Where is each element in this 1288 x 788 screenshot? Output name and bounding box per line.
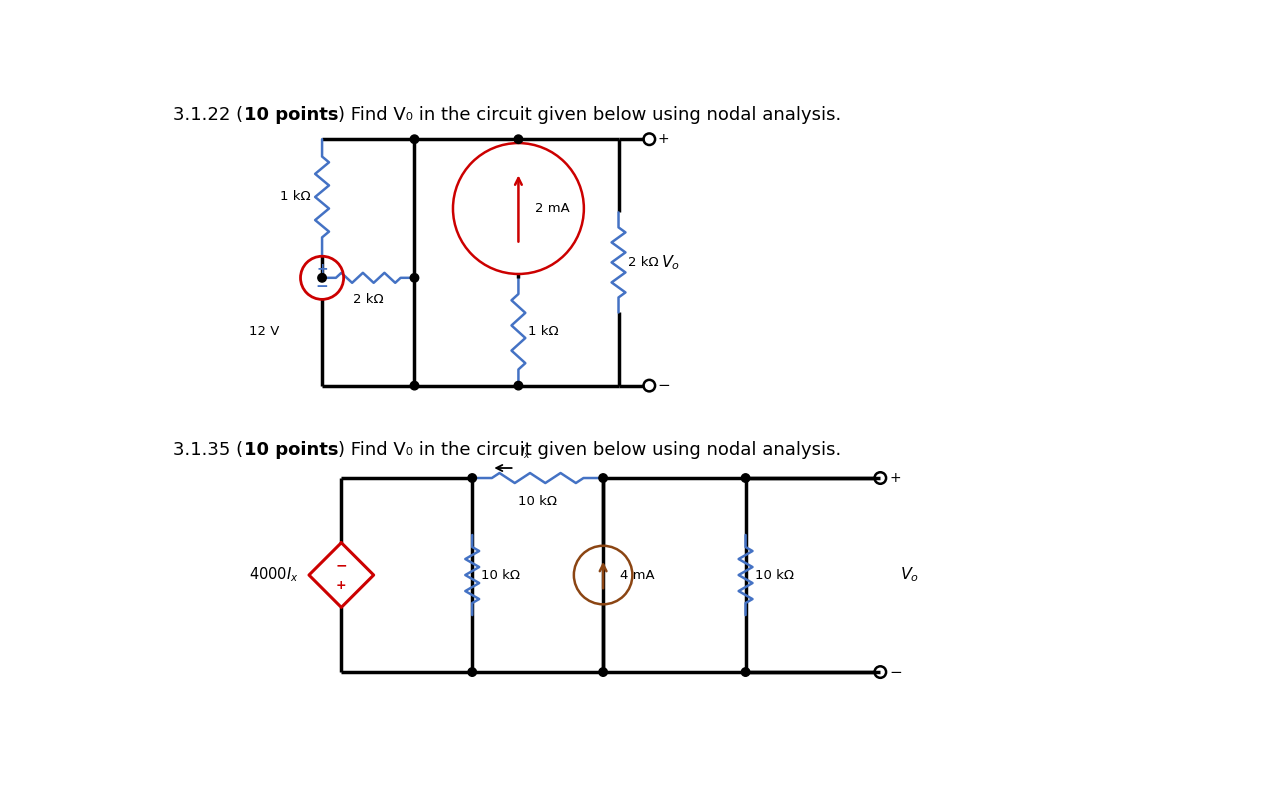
Text: −: −	[657, 378, 670, 393]
Text: $V_o$: $V_o$	[661, 253, 680, 272]
Circle shape	[514, 135, 523, 143]
Text: 10 kΩ: 10 kΩ	[518, 495, 558, 508]
Text: 10 kΩ: 10 kΩ	[482, 568, 520, 582]
Circle shape	[411, 135, 419, 143]
Text: ) Find V₀ in the circuit given below using nodal analysis.: ) Find V₀ in the circuit given below usi…	[337, 106, 841, 124]
Text: 2 mA: 2 mA	[536, 202, 571, 215]
Circle shape	[599, 474, 608, 482]
Text: 4000$I_x$: 4000$I_x$	[250, 566, 299, 585]
Text: +: +	[657, 132, 668, 147]
Text: 1 kΩ: 1 kΩ	[528, 325, 558, 338]
Text: $V_o$: $V_o$	[899, 566, 918, 585]
Text: −: −	[335, 558, 348, 572]
Text: $I_x$: $I_x$	[520, 446, 532, 461]
Text: 10 kΩ: 10 kΩ	[755, 568, 793, 582]
Circle shape	[468, 667, 477, 676]
Text: 2 kΩ: 2 kΩ	[353, 293, 384, 307]
Circle shape	[411, 381, 419, 390]
Text: +: +	[890, 471, 902, 485]
Text: −: −	[890, 664, 903, 679]
Circle shape	[318, 273, 326, 282]
Text: 4 mA: 4 mA	[620, 568, 654, 582]
Circle shape	[468, 474, 477, 482]
Text: 3.1.22 (: 3.1.22 (	[174, 106, 243, 124]
Text: +: +	[317, 262, 328, 276]
Text: 1 kΩ: 1 kΩ	[279, 191, 310, 203]
Text: 10 points: 10 points	[243, 440, 337, 459]
Text: −: −	[316, 280, 328, 295]
Text: 3.1.35 (: 3.1.35 (	[174, 440, 243, 459]
Text: +: +	[336, 578, 346, 592]
Text: 12 V: 12 V	[250, 325, 279, 338]
Circle shape	[599, 667, 608, 676]
Circle shape	[742, 667, 750, 676]
Circle shape	[411, 273, 419, 282]
Circle shape	[742, 474, 750, 482]
Text: ) Find V₀ in the circuit given below using nodal analysis.: ) Find V₀ in the circuit given below usi…	[337, 440, 841, 459]
Text: 10 points: 10 points	[243, 106, 337, 124]
Circle shape	[514, 381, 523, 390]
Text: 2 kΩ: 2 kΩ	[627, 256, 658, 269]
